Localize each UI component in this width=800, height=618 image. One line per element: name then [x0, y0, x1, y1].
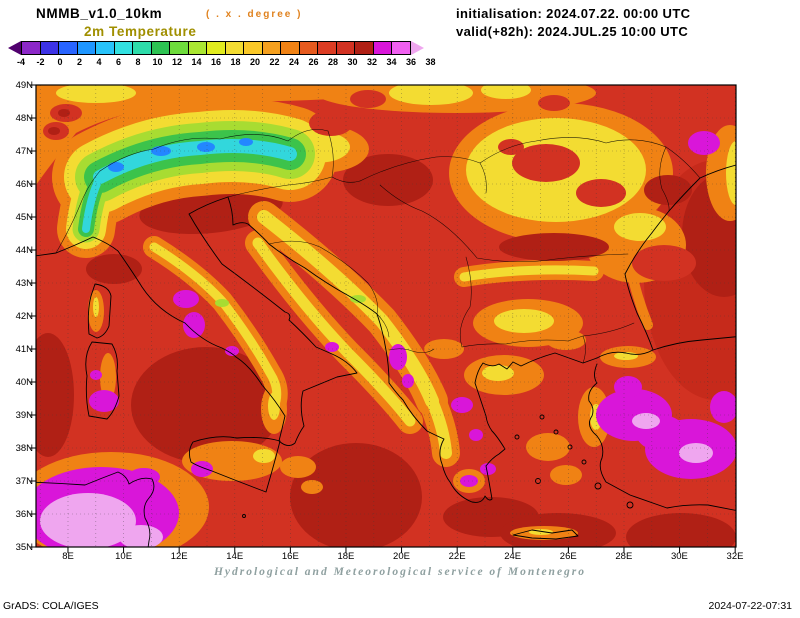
lat-label: 39N	[15, 410, 33, 421]
colorbar-tick-label: 24	[288, 57, 300, 67]
lat-label: 37N	[15, 476, 33, 487]
axis-ticks	[30, 84, 736, 553]
colorbar-segment	[113, 41, 133, 55]
temperature-map	[30, 84, 737, 553]
colorbar-tick-label: 34	[386, 57, 397, 67]
colorbar-tick-label: 36	[405, 57, 417, 67]
colorbar-tick-label: 32	[366, 57, 378, 67]
variable-title: 2m Temperature	[84, 24, 197, 39]
colorbar-segment	[391, 41, 411, 55]
colorbar-segment	[39, 41, 59, 55]
lon-label: 8E	[62, 551, 74, 562]
model-resolution-label: ( . x . degree )	[206, 9, 303, 20]
colorbar-tick-label: 8	[135, 57, 141, 67]
colorbar-tick-label: 4	[96, 57, 102, 67]
lat-label: 44N	[15, 245, 33, 256]
service-footer: Hydrological and Meteorological service …	[213, 566, 587, 578]
init-time-label: initialisation: 2024.07.22. 00:00 UTC	[456, 6, 691, 21]
temperature-field	[36, 85, 736, 547]
colorbar-tick-label: 30	[347, 57, 358, 67]
lon-label: 30E	[670, 551, 688, 562]
colorbar-tick-label: -4	[16, 57, 26, 67]
colorbar-segment	[280, 41, 300, 55]
lat-label: 43N	[15, 278, 33, 289]
lat-label: 47N	[15, 146, 33, 157]
colorbar-arrow-high	[410, 41, 424, 55]
lat-label: 49N	[15, 80, 33, 91]
colorbar-segment	[21, 41, 41, 55]
colorbar-segment	[169, 41, 189, 55]
valid-time-label: valid(+82h): 2024.JUL.25 10:00 UTC	[456, 24, 689, 39]
colorbar-tick-label: 20	[249, 57, 261, 67]
coastlines	[36, 164, 736, 547]
colorbar-tick-label: 22	[269, 57, 280, 67]
latitude-axis-labels: 49N 48N 47N 46N 45N 44N 43N 42N 41N 40N 39N 38N 37N 3…	[6, 80, 33, 553]
colorbar-tick-label: 12	[171, 57, 183, 67]
lat-label: 46N	[15, 179, 33, 190]
colorbar-segment	[335, 41, 355, 55]
colorbar-segment	[261, 41, 281, 55]
longitude-axis-labels: 8E 10E 12E 14E 16E 18E 20E 22E 24E 26E 28E 30E 32E	[36, 551, 743, 563]
colorbar-segment	[372, 41, 392, 55]
lat-label: 38N	[15, 443, 33, 454]
colorbar-segment	[187, 41, 207, 55]
colorbar-tick-label: 0	[57, 57, 63, 67]
lon-label: 18E	[337, 551, 355, 562]
colorbar-tick-label: -2	[36, 57, 45, 67]
lon-label: 26E	[559, 551, 577, 562]
colorbar-segment	[243, 41, 263, 55]
lat-label: 45N	[15, 212, 33, 223]
lat-label: 41N	[15, 344, 33, 355]
colorbar-segment	[150, 41, 170, 55]
graticule-grid	[36, 85, 736, 547]
colorbar-arrow-low	[8, 41, 21, 55]
lat-label: 40N	[15, 377, 33, 388]
colorbar-segment	[206, 41, 226, 55]
lat-label: 48N	[15, 113, 33, 124]
colorbar-tick-label: 6	[115, 57, 122, 67]
lon-label: 16E	[281, 551, 299, 562]
colorbar-tick-label: 28	[327, 57, 339, 67]
colorbar-tick-label: 14	[191, 57, 202, 67]
country-borders	[55, 129, 701, 364]
lon-label: 12E	[170, 551, 188, 562]
colorbar-segment	[317, 41, 337, 55]
grads-credit: GrADS: COLA/IGES	[3, 600, 99, 612]
creation-timestamp: 2024-07-22-07:31	[708, 600, 792, 612]
colorbar-segment	[298, 41, 318, 55]
lon-label: 14E	[226, 551, 244, 562]
colorbar-tick-label: 18	[230, 57, 241, 67]
colorbar-tick-label: 16	[210, 57, 222, 67]
lon-label: 32E	[726, 551, 744, 562]
colorbar-tick-label: 26	[308, 57, 319, 67]
colorbar-segment	[76, 41, 96, 55]
lat-label: 42N	[15, 311, 33, 322]
lat-label: 35N	[15, 542, 33, 553]
lon-label: 10E	[115, 551, 133, 562]
colorbar-segment	[95, 41, 115, 55]
colorbar-segment	[224, 41, 244, 55]
colorbar-tick-labels: -4 -2 0 2 4 6 8 10 12 14 16 18 20 22 24 26 28 30 32 34 36 38	[17, 57, 461, 68]
lon-label: 20E	[393, 551, 410, 562]
colorbar-tick-label: 38	[425, 57, 436, 67]
colorbar-segment	[132, 41, 152, 55]
lon-label: 24E	[504, 551, 522, 562]
lat-label: 36N	[15, 509, 33, 520]
map-frame	[35, 84, 737, 548]
colorbar	[8, 41, 424, 55]
colorbar-tick-label: 2	[76, 57, 83, 67]
lon-label: 22E	[448, 551, 466, 562]
colorbar-tick-label: 10	[152, 57, 163, 67]
lon-label: 28E	[615, 551, 633, 562]
colorbar-segment	[58, 41, 78, 55]
model-title: NMMB_v1.0_10km	[36, 6, 163, 21]
colorbar-segment	[354, 41, 374, 55]
